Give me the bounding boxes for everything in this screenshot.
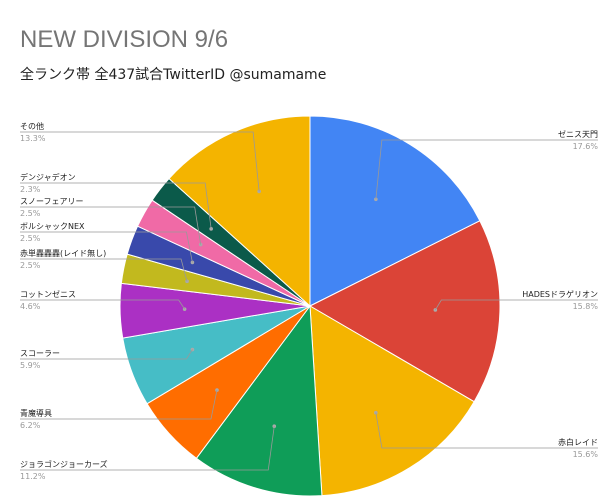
slice-2-percent: 15.8% bbox=[573, 302, 599, 311]
slice-1 bbox=[309, 115, 481, 307]
slice-6-leader-line bbox=[20, 349, 193, 360]
slice-7-label: コットンゼニス bbox=[20, 289, 76, 299]
chart-subtitle: 全ランク帯 全437試合TwitterID @sumamame bbox=[20, 67, 327, 83]
slice-2-leader-line bbox=[434, 299, 598, 311]
slice-10-leader-line bbox=[20, 206, 202, 245]
slice-3-label: 赤白レイド bbox=[558, 437, 598, 447]
slice-4 bbox=[195, 304, 323, 497]
chart-title: NEW DIVISION 9/6 bbox=[20, 26, 229, 53]
slice-1-percent: 17.6% bbox=[573, 142, 599, 151]
slice-9-label: ボルシャックNEX bbox=[20, 222, 85, 231]
slice-5-leader-line bbox=[20, 390, 218, 420]
slice-12-label: その他 bbox=[20, 121, 44, 131]
slice-11-label: デンジャデオン bbox=[20, 172, 76, 182]
slice-3-leader-line bbox=[375, 412, 598, 449]
slice-12-percent: 13.3% bbox=[20, 134, 46, 143]
slice-3-percent: 15.6% bbox=[573, 450, 599, 459]
slice-11-leader-line bbox=[20, 182, 212, 229]
slice-1-label: ゼニス天門 bbox=[558, 129, 598, 139]
slice-9-percent: 2.5% bbox=[20, 234, 41, 243]
slice-11-percent: 2.3% bbox=[20, 185, 41, 194]
slice-6-percent: 5.9% bbox=[20, 361, 41, 370]
slice-5-percent: 6.2% bbox=[20, 421, 41, 430]
slice-8-leader-dot bbox=[185, 279, 189, 284]
slice-10-label: スノーフェアリー bbox=[20, 197, 84, 206]
slice-12-leader-line bbox=[20, 131, 260, 192]
slice-7-leader-line bbox=[20, 299, 185, 310]
slice-2-label: HADESドラゲリオン bbox=[522, 289, 598, 299]
slice-5-label: 青魔導具 bbox=[20, 408, 52, 418]
slice-4-label: ジョラゴンジョーカーズ bbox=[20, 459, 108, 469]
slice-4-percent: 11.2% bbox=[20, 472, 46, 481]
slice-9-leader-dot bbox=[190, 260, 195, 265]
slice-9-leader-line bbox=[20, 231, 193, 263]
slice-2 bbox=[308, 220, 501, 403]
slice-8-label: 赤単轟轟轟(レイド無し) bbox=[20, 248, 106, 258]
slice-8-percent: 2.5% bbox=[20, 261, 41, 270]
slice-10-percent: 2.5% bbox=[20, 209, 41, 218]
slice-1-leader-line bbox=[375, 139, 598, 200]
slice-4-leader-line bbox=[20, 426, 275, 471]
slice-8-leader-line bbox=[20, 258, 188, 282]
slice-6-label: スコーラー bbox=[20, 349, 60, 358]
slice-7-percent: 4.6% bbox=[20, 302, 41, 311]
